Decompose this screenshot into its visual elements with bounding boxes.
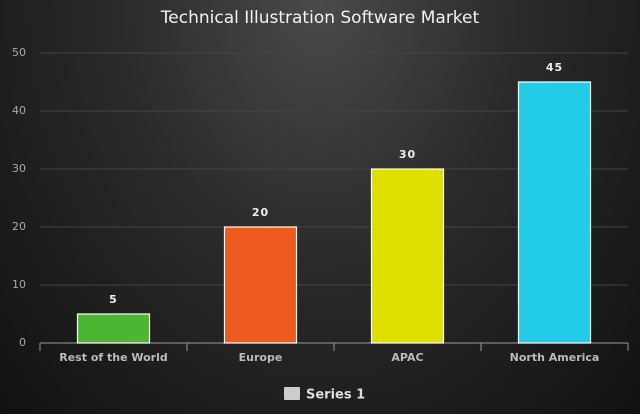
legend-swatch (284, 387, 300, 400)
y-tick-label: 10 (12, 278, 26, 291)
bar (370, 168, 445, 344)
x-tick-label: North America (510, 351, 600, 364)
y-tick-label: 30 (12, 162, 26, 175)
chart-title: Technical Illustration Software Market (160, 8, 480, 28)
x-tick-label: Rest of the World (59, 351, 168, 364)
legend-label: Series 1 (306, 388, 365, 403)
x-tick-label: Europe (239, 351, 283, 364)
bar (517, 81, 592, 344)
bar (76, 313, 151, 344)
y-tick-label: 50 (12, 46, 26, 59)
data-label: 5 (109, 293, 118, 306)
bar (223, 226, 298, 344)
data-label: 20 (252, 206, 269, 219)
x-tick-label: APAC (391, 351, 423, 364)
y-tick-label: 0 (19, 336, 26, 349)
data-label: 45 (546, 61, 563, 74)
y-tick-label: 40 (12, 104, 26, 117)
data-label: 30 (399, 148, 416, 161)
y-tick-label: 20 (12, 220, 26, 233)
